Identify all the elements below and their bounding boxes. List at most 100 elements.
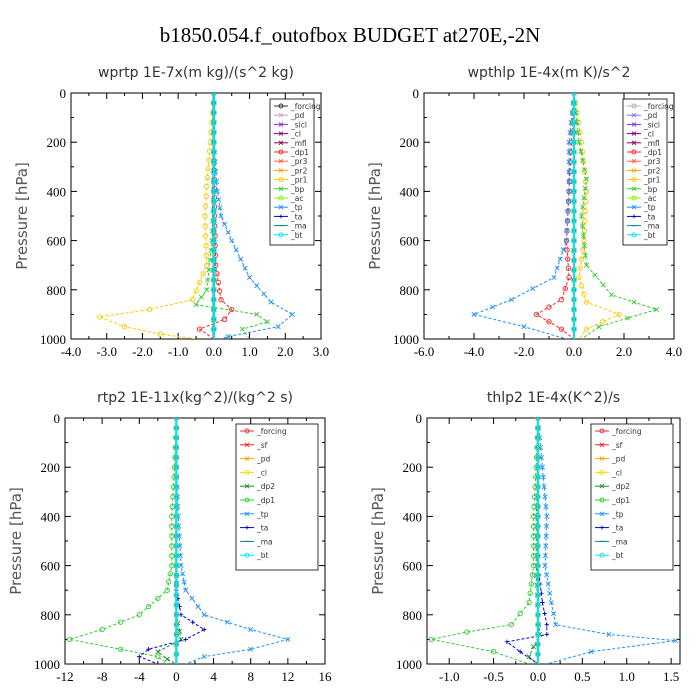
legend-label: _pr3 <box>290 157 308 166</box>
data-point <box>546 319 552 325</box>
x-tick-label: 4.0 <box>666 344 682 359</box>
data-point <box>203 242 209 249</box>
legend-frame <box>269 98 315 246</box>
data-point <box>535 494 541 500</box>
data-point <box>173 523 180 529</box>
panel-1: wprtp 1E-7x(m kg)/(s^2 kg) Pressure [hPa]… <box>13 65 329 359</box>
data-point <box>268 299 274 305</box>
data-point <box>200 271 206 277</box>
x-tick-label: 0.0 <box>566 344 582 359</box>
data-point <box>566 169 572 175</box>
data-point <box>173 562 180 569</box>
data-point <box>202 203 209 209</box>
data-point <box>198 294 204 300</box>
data-point <box>193 288 199 294</box>
series-line-dp1 <box>431 418 539 664</box>
series-group <box>428 418 679 664</box>
data-point <box>201 654 207 660</box>
data-point <box>528 581 534 587</box>
legend-label: _tp <box>290 203 303 212</box>
data-point <box>518 649 523 654</box>
legend-label: _ma <box>290 222 307 231</box>
series-line-dp2 <box>156 418 182 664</box>
data-point <box>545 581 551 587</box>
data-point <box>541 484 547 490</box>
data-point <box>562 285 568 292</box>
y-tick-label: 0 <box>54 411 61 426</box>
legend-marker <box>631 186 637 192</box>
legend-label: _pr2 <box>290 166 308 175</box>
data-point <box>196 326 203 332</box>
legend-label: _sf <box>256 441 268 450</box>
panel-4: thlp2 1E-4x(K^2)/s Pressure [hPa] 0 200 400 6… <box>369 390 681 684</box>
data-point <box>583 326 590 332</box>
data-point <box>202 233 209 239</box>
legend-marker <box>631 122 637 127</box>
data-point <box>531 644 537 650</box>
data-point <box>544 622 550 627</box>
data-point <box>229 306 235 313</box>
legend-label: _pd <box>611 455 626 464</box>
data-point <box>428 636 435 643</box>
data-point <box>66 636 73 643</box>
data-point <box>566 179 572 185</box>
data-point <box>571 100 577 106</box>
data-point <box>189 296 196 303</box>
data-point <box>535 612 541 618</box>
legend-label: _dp1 <box>611 496 630 505</box>
data-point <box>535 513 541 520</box>
legend-marker <box>631 140 637 146</box>
legend-label: _tp <box>611 510 624 519</box>
legend-label: _ma <box>611 537 628 546</box>
data-point <box>196 279 203 286</box>
legend-marker <box>278 204 284 210</box>
legend-marker <box>244 456 250 461</box>
y-axis-label: Pressure [hPa] <box>7 487 25 595</box>
legend-label: _mfl <box>643 139 660 148</box>
x-tick-label: -12 <box>56 669 73 684</box>
legend-marker <box>244 497 250 503</box>
x-tick-label: 0.0 <box>206 344 222 359</box>
legend-label: _bt <box>290 231 303 240</box>
data-point <box>173 503 180 510</box>
legend-label: _ta <box>256 524 268 533</box>
data-point <box>571 296 577 303</box>
data-point <box>173 631 180 638</box>
y-tick-label: 0 <box>413 86 420 101</box>
legend-frame <box>590 423 674 571</box>
data-point <box>600 319 606 325</box>
legend-label: _ac <box>290 194 303 203</box>
legend-marker <box>244 469 250 475</box>
data-point <box>164 656 170 662</box>
data-point <box>173 484 180 490</box>
data-point <box>558 296 565 303</box>
data-point <box>517 610 523 617</box>
data-point <box>195 604 201 610</box>
data-point <box>566 139 572 145</box>
data-point <box>571 257 577 263</box>
data-point <box>535 592 541 598</box>
data-point <box>565 265 572 271</box>
data-point <box>581 243 588 249</box>
data-point <box>238 256 244 262</box>
data-point <box>583 299 590 305</box>
panel-2: wpthlp 1E-4x(m K)/s^2 Pressure [hPa] 0 200 4… <box>366 65 682 359</box>
data-point <box>542 494 548 500</box>
legend-marker <box>631 103 637 109</box>
panel-title: thlp2 1E-4x(K^2)/s <box>487 390 620 406</box>
legend-marker <box>631 158 637 164</box>
data-point <box>216 197 222 203</box>
data-point <box>264 319 270 325</box>
data-point <box>203 193 209 199</box>
data-point <box>592 272 598 278</box>
data-point <box>202 213 208 219</box>
y-tick-label: 200 <box>47 135 67 150</box>
legend-label: _tp <box>256 510 269 519</box>
data-point <box>96 314 103 320</box>
data-point <box>535 572 541 579</box>
data-point <box>564 228 570 234</box>
data-point <box>211 110 217 116</box>
series-group <box>96 93 295 339</box>
legend-marker <box>599 497 605 503</box>
series-line-dp1 <box>69 418 177 664</box>
